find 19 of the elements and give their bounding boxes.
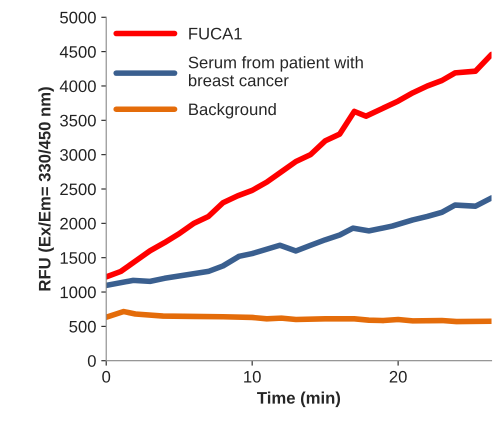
y-tick-label: 3000 [60, 149, 96, 161]
y-tick-label: 1000 [60, 286, 96, 298]
y-tick-label: 4000 [60, 80, 96, 92]
y-tick-label: 4500 [60, 46, 96, 58]
y-tick-label: 1500 [60, 252, 96, 264]
y-axis-title: RFU (Ex/Em= 330/450 nm) [38, 87, 54, 290]
y-tick-label: 0 [88, 355, 96, 367]
x-tick-label: 20 [390, 370, 407, 383]
legend-label: FUCA1 [189, 28, 242, 40]
y-tick-label: 500 [69, 320, 96, 333]
y-tick-label: 5000 [60, 12, 96, 24]
x-tick-label: 10 [244, 370, 261, 383]
y-tick-label: 2500 [60, 183, 96, 196]
x-axis-title: Time (min) [257, 392, 340, 408]
x-tick-label: 0 [102, 370, 110, 383]
y-tick-label: 2000 [60, 218, 96, 230]
y-tick-label: 3500 [60, 114, 96, 127]
legend-label: Serum from patient with breast cancer [188, 56, 363, 86]
legend-label: Background [189, 102, 276, 119]
